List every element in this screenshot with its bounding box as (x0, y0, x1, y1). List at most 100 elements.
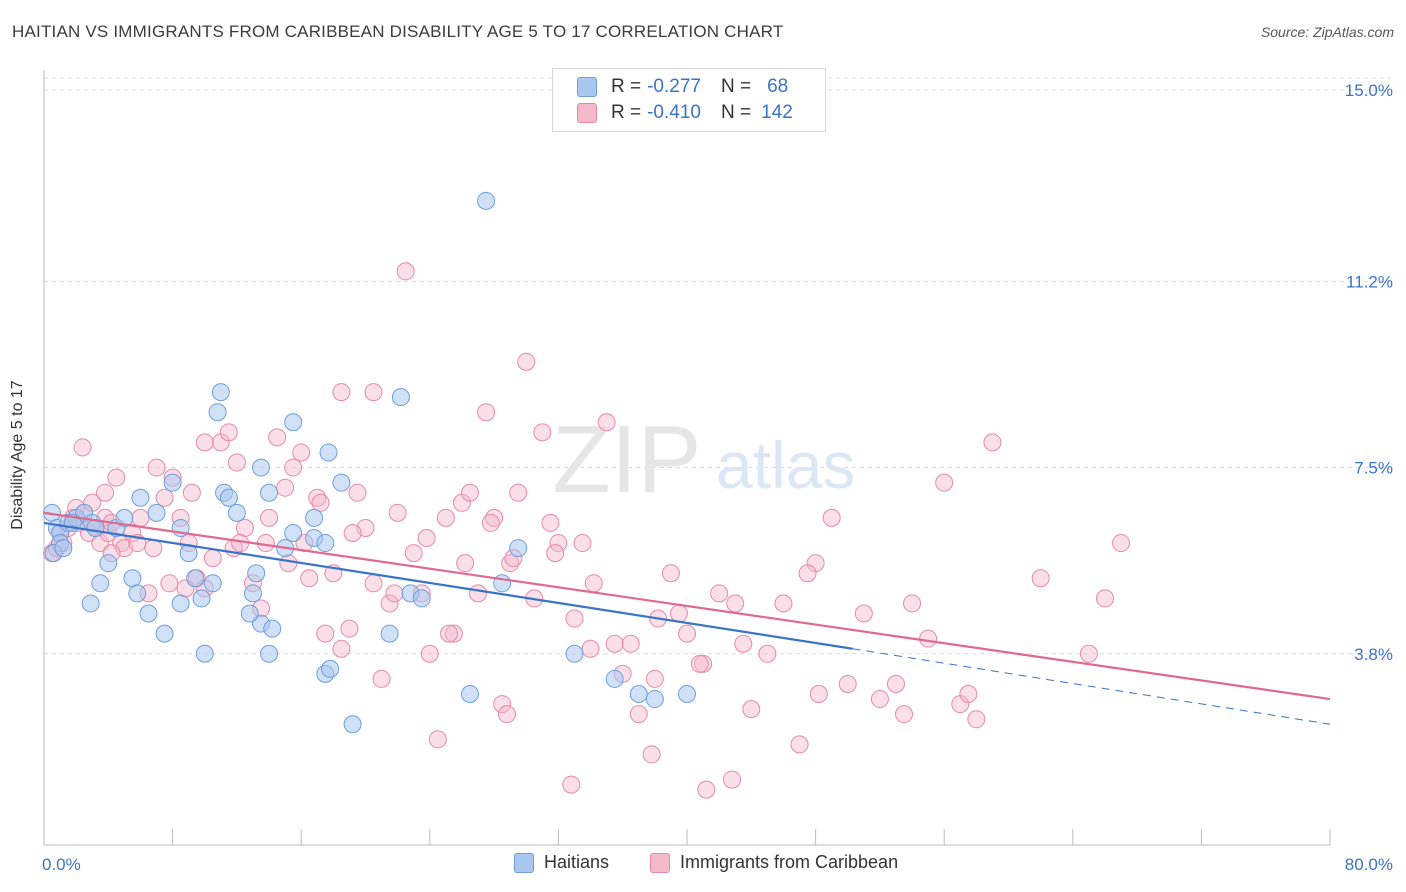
caribbean-point (73, 438, 92, 457)
haitian-point (192, 589, 211, 608)
caribbean-point (573, 534, 592, 553)
y-tick-label: 3.8% (1354, 645, 1393, 664)
haitian-point (139, 604, 158, 623)
chart-title: HAITIAN VS IMMIGRANTS FROM CARIBBEAN DIS… (12, 22, 784, 41)
haitian-point (91, 574, 110, 593)
haitian-point (412, 589, 431, 608)
haitian-point (123, 569, 142, 588)
watermark-zip: ZIP (552, 406, 701, 513)
haitian-point (477, 191, 496, 210)
gridlines (44, 77, 1390, 655)
haitian-point (645, 690, 664, 709)
haitian-point (284, 523, 303, 542)
caribbean-point (645, 669, 664, 688)
caribbean-point (1095, 589, 1114, 608)
haitian-point (203, 574, 222, 593)
legend-swatch-caribbean (577, 103, 597, 123)
caribbean-point (919, 629, 938, 648)
haitian-point (186, 569, 205, 588)
haitian-point (321, 659, 340, 678)
caribbean-point (895, 705, 914, 724)
haitian-point (240, 604, 259, 623)
caribbean-point (497, 705, 516, 724)
caribbean-point (469, 584, 488, 603)
caribbean-point (562, 775, 581, 794)
caribbean-point (903, 594, 922, 613)
caribbean-point (440, 624, 459, 643)
caribbean-point (316, 624, 335, 643)
legend-row-haitians: R = -0.277 N = 68 (577, 74, 788, 100)
caribbean-point (798, 564, 817, 583)
bottom-legend-label-caribbean: Immigrants from Caribbean (680, 852, 899, 872)
caribbean-point (276, 478, 295, 497)
haitian-point (227, 503, 246, 522)
caribbean-point (533, 423, 552, 442)
caribbean-point (584, 574, 603, 593)
haitian-point (155, 624, 174, 643)
haitian-point (565, 644, 584, 663)
caribbean-point (160, 574, 179, 593)
haitian-point (247, 564, 266, 583)
caribbean-point (501, 554, 520, 573)
caribbean-point (1112, 534, 1131, 553)
bottom-legend-caribbean: Immigrants from Caribbean (650, 852, 898, 873)
caribbean-point (774, 594, 793, 613)
legend-n-label: N = (720, 76, 752, 97)
haitian-point (208, 403, 227, 422)
caribbean-point (581, 639, 600, 658)
caribbean-point (742, 700, 761, 719)
y-tick-label: 7.5% (1354, 459, 1393, 478)
caribbean-point (284, 458, 303, 477)
y-tick-label: 11.2% (1346, 272, 1393, 291)
caribbean-point (1079, 644, 1098, 663)
caribbean-point (364, 383, 383, 402)
haitian-point (391, 388, 410, 407)
watermark-atlas: atlas (716, 428, 855, 502)
caribbean-point (541, 513, 560, 532)
haitian-point (54, 539, 73, 558)
haitian-point (211, 383, 230, 402)
caribbean-point (485, 508, 504, 527)
caribbean-point (444, 624, 463, 643)
caribbean-point (959, 685, 978, 704)
caribbean-point (195, 433, 214, 452)
haitian-point (305, 508, 324, 527)
caribbean-point (385, 584, 404, 603)
haitian-point (81, 594, 100, 613)
haitian-point (380, 624, 399, 643)
haitian-point (319, 443, 338, 462)
caribbean-point (822, 508, 841, 527)
legend-n-value-haitians: 68 (767, 76, 789, 97)
caribbean-point (308, 488, 327, 507)
legend-swatch-haitians (577, 77, 597, 97)
haitian-point (629, 685, 648, 704)
caribbean-point (340, 619, 359, 638)
caribbean-point (300, 569, 319, 588)
tick-labels: 3.8% 7.5% 11.2% 15.0% 0.0% 80.0% (42, 81, 1393, 874)
caribbean-point (481, 513, 500, 532)
caribbean-point (967, 710, 986, 729)
caribbean-point (726, 594, 745, 613)
caribbean-point (723, 770, 742, 789)
caribbean-point (597, 413, 616, 432)
haitian-point (115, 508, 134, 527)
y-tick-label: 15.0% (1345, 81, 1393, 100)
legend-n-label: N = (720, 102, 752, 123)
source-label: Source: ZipAtlas.com (1260, 24, 1394, 40)
haitian-point (171, 594, 190, 613)
caribbean-point (690, 654, 709, 673)
series-caribbean-points (43, 262, 1131, 799)
caribbean-point (605, 634, 624, 653)
caribbean-point (565, 609, 584, 628)
caribbean-point (420, 644, 439, 663)
haitians-trend-line (43, 521, 853, 650)
haitian-point (163, 473, 182, 492)
axes (43, 70, 1331, 846)
caribbean-point (477, 403, 496, 422)
caribbean-point (332, 639, 351, 658)
caribbean-point (144, 539, 163, 558)
caribbean-point (380, 594, 399, 613)
haitian-point (678, 685, 696, 704)
caribbean-point (404, 544, 423, 563)
